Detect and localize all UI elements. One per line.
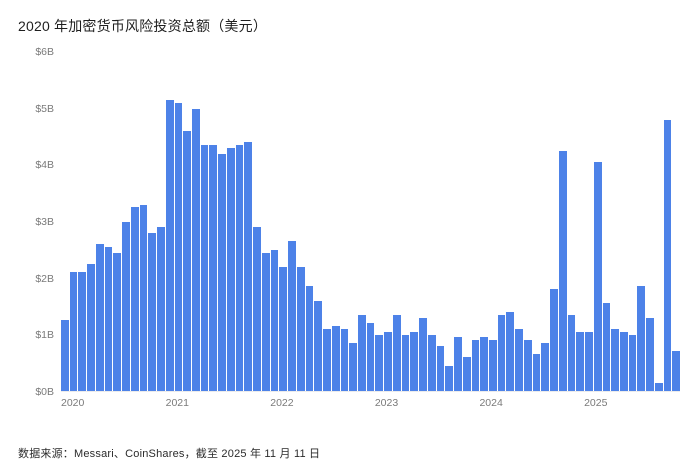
x-axis-label: 2020 <box>61 397 85 409</box>
bar <box>515 328 523 391</box>
bar-chart: $0B $1B $2B $3B $4B $5B $6B 2020 2021 2022 2023 20… <box>0 44 692 415</box>
bar <box>436 345 445 391</box>
bar <box>427 334 436 391</box>
y-axis-label: $2B <box>35 272 54 285</box>
bar <box>305 286 314 391</box>
x-axis-label: 2023 <box>374 397 399 409</box>
bar <box>183 131 192 391</box>
bar <box>480 337 488 391</box>
bar <box>497 314 506 391</box>
plot-area <box>61 52 681 392</box>
bar <box>541 342 550 391</box>
bar <box>314 300 323 391</box>
bar <box>576 331 585 391</box>
bar <box>218 153 226 391</box>
bar <box>244 142 253 391</box>
page-title: 2020 年加密货币风险投资总额（美元） <box>18 18 268 34</box>
y-axis-label: $4B <box>35 159 54 172</box>
bar <box>366 323 375 391</box>
x-axis-label: 2025 <box>584 397 608 409</box>
bar <box>593 162 602 391</box>
bar <box>340 328 349 391</box>
y-axis-label: $1B <box>35 329 54 342</box>
bar <box>602 303 611 391</box>
bar <box>331 326 340 391</box>
bar <box>192 108 200 391</box>
bar <box>585 331 593 391</box>
bar <box>226 148 235 391</box>
bar <box>61 320 69 391</box>
bar <box>139 204 148 391</box>
bar <box>323 328 331 391</box>
bar <box>113 252 122 391</box>
bar <box>445 365 454 391</box>
bar <box>401 334 410 391</box>
bar <box>288 241 296 391</box>
bar <box>663 119 672 391</box>
bar <box>104 246 113 391</box>
bar <box>550 289 558 391</box>
bar <box>148 232 157 391</box>
bar <box>620 331 628 391</box>
x-axis: 2020 2021 2022 2023 2024 2025 <box>61 397 680 415</box>
y-axis-label: $5B <box>35 102 54 115</box>
bar <box>200 145 209 391</box>
x-axis-label: 2024 <box>479 397 503 409</box>
bar <box>384 331 392 391</box>
bar <box>261 252 270 391</box>
bar <box>375 334 384 391</box>
bar <box>637 286 646 391</box>
bar <box>209 145 218 391</box>
bar <box>654 382 663 391</box>
bar <box>78 272 87 391</box>
bar <box>646 317 654 391</box>
x-axis-label: 2021 <box>165 397 189 409</box>
bar <box>87 263 95 391</box>
bar <box>471 340 480 391</box>
bar <box>410 331 419 391</box>
bar <box>523 340 532 391</box>
data-source-note: 数据来源：Messari、CoinShares，截至 2025 年 11 月 1… <box>18 448 321 460</box>
bar <box>253 227 261 391</box>
x-axis-label: 2022 <box>270 397 294 409</box>
bar <box>69 272 78 391</box>
bar <box>392 314 401 391</box>
bar <box>279 266 288 391</box>
bar <box>532 354 541 391</box>
bar <box>558 150 567 391</box>
y-axis-label: $3B <box>35 216 54 228</box>
bar <box>628 334 637 391</box>
y-axis-label: $0B <box>35 386 54 398</box>
bar <box>349 342 357 391</box>
bar <box>454 337 462 391</box>
bar <box>296 266 305 391</box>
bar <box>174 102 183 391</box>
bar <box>122 221 130 391</box>
bar <box>567 314 576 391</box>
bar <box>157 227 165 391</box>
bar <box>95 244 104 391</box>
bar <box>462 357 471 391</box>
bar <box>165 100 174 391</box>
bar <box>357 314 366 391</box>
bar <box>672 351 681 391</box>
bar <box>506 311 515 391</box>
bar <box>419 317 427 391</box>
y-axis-label: $6B <box>35 46 54 58</box>
bar <box>488 340 497 391</box>
bar <box>235 145 244 391</box>
bar <box>611 328 619 391</box>
bar <box>130 207 139 391</box>
y-axis: $0B $1B $2B $3B $4B $5B $6B <box>16 46 54 398</box>
bar <box>270 249 279 391</box>
